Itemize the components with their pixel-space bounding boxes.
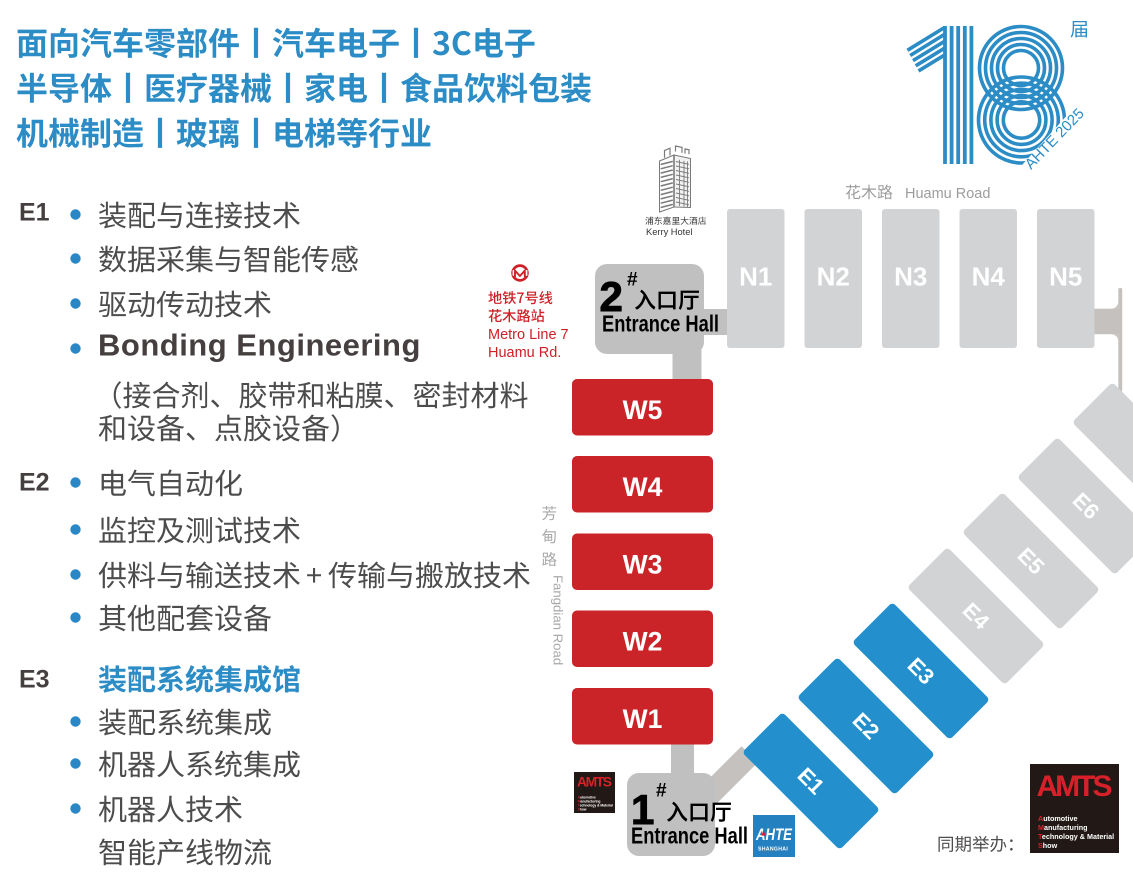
svg-text:#: # xyxy=(627,270,638,291)
svg-text:Huamu Rd.: Huamu Rd. xyxy=(488,345,561,361)
svg-text:E1: E1 xyxy=(19,199,50,227)
svg-text:Entrance Hall: Entrance Hall xyxy=(631,823,748,849)
svg-text:Show: Show xyxy=(1038,841,1058,850)
svg-text:1: 1 xyxy=(631,786,654,833)
svg-text:Kerry Hotel: Kerry Hotel xyxy=(646,227,693,237)
svg-text:Metro Line 7: Metro Line 7 xyxy=(488,327,569,343)
svg-text:Fangdian Road: Fangdian Road xyxy=(551,575,566,665)
svg-text:Automotive: Automotive xyxy=(1038,814,1078,823)
svg-text:W2: W2 xyxy=(623,627,663,657)
svg-text:E2: E2 xyxy=(19,469,50,497)
svg-text:2: 2 xyxy=(600,273,623,320)
svg-text:W1: W1 xyxy=(623,704,663,734)
svg-text:Show: Show xyxy=(578,808,587,812)
svg-text:AHTE: AHTE xyxy=(755,826,793,844)
svg-text:Huamu Road: Huamu Road xyxy=(905,186,990,202)
svg-text:Technology & Material: Technology & Material xyxy=(1038,832,1114,841)
svg-text:N5: N5 xyxy=(1049,262,1082,292)
svg-text:Bonding Engineering: Bonding Engineering xyxy=(98,328,421,363)
svg-text:AMTS: AMTS xyxy=(577,774,612,790)
svg-text:Automotive: Automotive xyxy=(578,795,596,799)
svg-text:W4: W4 xyxy=(623,472,663,502)
svg-text:E3: E3 xyxy=(19,666,50,694)
svg-text:W5: W5 xyxy=(623,395,663,425)
svg-text:#: # xyxy=(656,781,667,802)
svg-text:W3: W3 xyxy=(623,550,663,580)
svg-text:N1: N1 xyxy=(739,262,772,292)
svg-text:Manufacturing: Manufacturing xyxy=(1038,823,1088,832)
svg-text:Manufacturing: Manufacturing xyxy=(578,799,601,803)
svg-text:SHANGHAI: SHANGHAI xyxy=(758,847,788,853)
svg-text:Technology & Material: Technology & Material xyxy=(578,804,613,808)
svg-text:Entrance Hall: Entrance Hall xyxy=(602,311,719,337)
svg-text:N2: N2 xyxy=(817,262,850,292)
svg-text:AMTS: AMTS xyxy=(1037,770,1113,803)
svg-text:N4: N4 xyxy=(972,262,1006,292)
svg-text:N3: N3 xyxy=(894,262,927,292)
